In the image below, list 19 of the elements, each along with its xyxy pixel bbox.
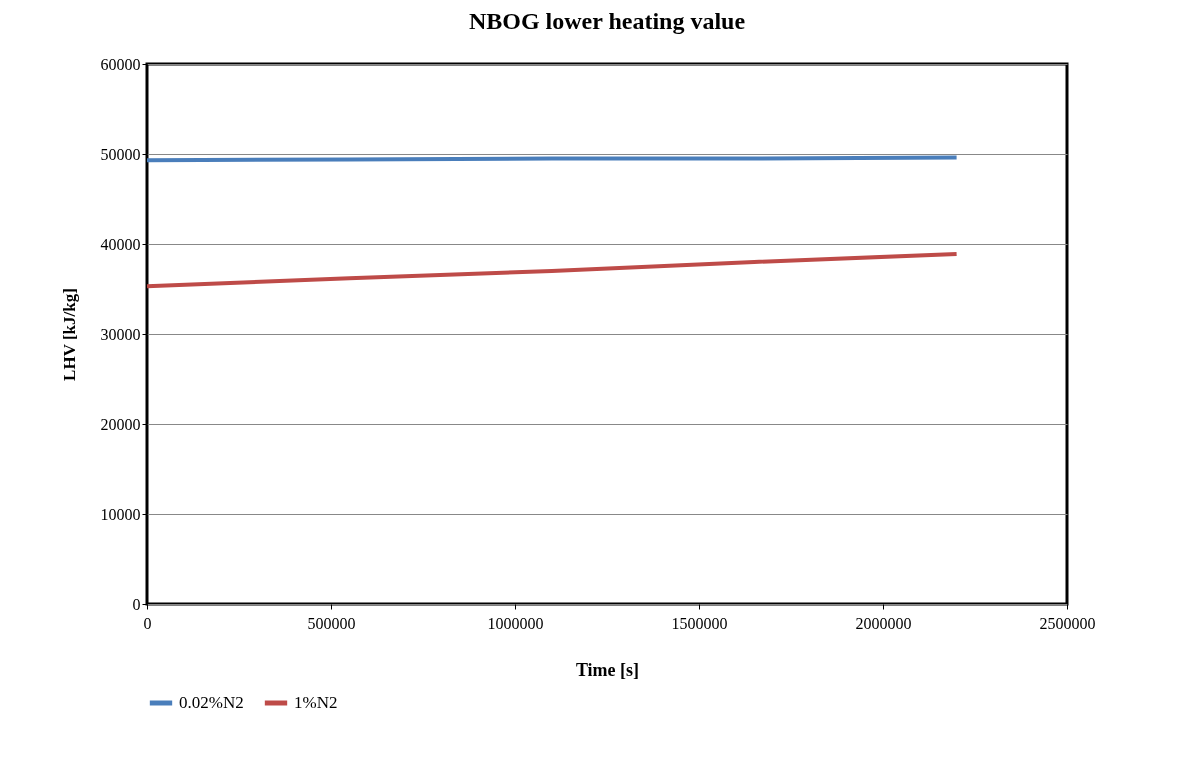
x-tick-label: 500000 bbox=[307, 614, 356, 632]
y-tick-label: 50000 bbox=[100, 145, 141, 163]
chart-title: NBOG lower heating value bbox=[468, 8, 746, 34]
x-tick-label: 1000000 bbox=[487, 614, 544, 632]
y-tick-label: 10000 bbox=[100, 505, 141, 523]
line-series bbox=[145, 251, 959, 289]
y-tick-label: 40000 bbox=[100, 235, 141, 253]
y-tick-label: 20000 bbox=[100, 415, 141, 433]
y-tick-label: 0 bbox=[132, 595, 141, 613]
legend-label: 0.02%N2 bbox=[179, 693, 244, 712]
x-tick-label: 2000000 bbox=[855, 614, 912, 632]
y-tick-label: 60000 bbox=[100, 55, 141, 73]
y-axis-title: LHV [kJ/kg] bbox=[59, 288, 79, 381]
x-axis-title: Time [s] bbox=[575, 659, 640, 680]
x-tick-label: 1500000 bbox=[671, 614, 728, 632]
x-tick-label: 0 bbox=[143, 614, 152, 632]
legend-label: 1%N2 bbox=[294, 693, 338, 712]
x-tick-label: 2500000 bbox=[1039, 614, 1096, 632]
y-tick-label: 30000 bbox=[100, 325, 141, 343]
